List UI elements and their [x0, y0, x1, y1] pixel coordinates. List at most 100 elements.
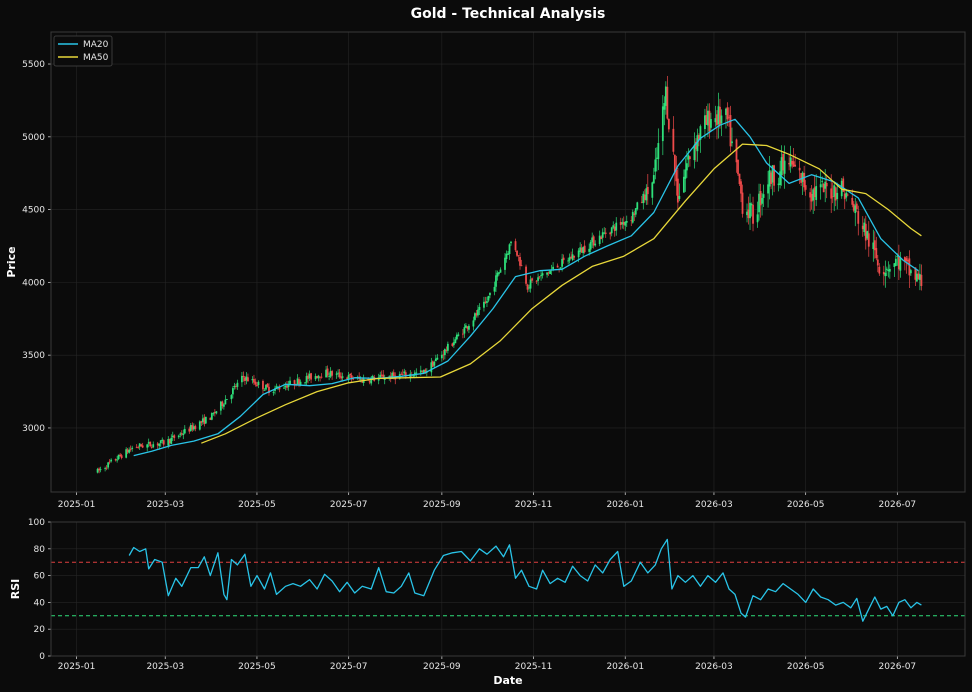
- candle-body: [475, 313, 478, 316]
- candle-body: [654, 159, 657, 172]
- candle-body: [236, 382, 239, 387]
- legend-ma20-label: MA20: [83, 40, 109, 50]
- candle-body: [601, 232, 604, 238]
- candle-body: [221, 401, 224, 406]
- candle-body: [833, 185, 836, 197]
- candle-body: [655, 157, 658, 159]
- candle-body: [253, 378, 255, 383]
- candle-body: [708, 110, 711, 132]
- candle-body: [305, 376, 308, 383]
- candle-body: [278, 387, 281, 390]
- candle-body: [487, 295, 490, 301]
- candle-body: [906, 260, 909, 262]
- candle-body: [801, 172, 804, 182]
- candle-body: [316, 376, 318, 379]
- candle-body: [791, 160, 794, 165]
- candle-body: [120, 455, 123, 459]
- candle-body: [520, 265, 523, 267]
- candle-body: [368, 381, 371, 383]
- candle-body: [161, 439, 164, 441]
- candle-body: [559, 267, 562, 269]
- candle-body: [803, 172, 806, 188]
- price-x-ticks: 2025-01 2025-03 2025-05 2025-07 2025-09 2025-…: [58, 492, 916, 510]
- candle-body: [716, 114, 718, 126]
- price-panel-frame: [51, 32, 965, 492]
- candle-body: [508, 244, 511, 255]
- candle-body: [867, 233, 870, 247]
- candle-body: [830, 188, 833, 199]
- candle-body: [568, 257, 571, 261]
- candle-body: [98, 468, 101, 471]
- candle-body: [525, 266, 527, 284]
- candle-body: [177, 435, 180, 438]
- candle-body: [893, 263, 896, 267]
- candle-body: [483, 301, 485, 308]
- candle-body: [219, 401, 222, 411]
- candle-body: [310, 373, 312, 380]
- candle-body: [275, 386, 278, 388]
- candle-body: [204, 416, 207, 424]
- candle-body: [99, 469, 102, 471]
- candle-body: [854, 205, 857, 214]
- candle-body: [505, 253, 508, 260]
- candle-body: [477, 309, 479, 316]
- candle-body: [337, 372, 340, 374]
- candle-body: [370, 377, 373, 384]
- rsi-y-tick-label: 20: [34, 625, 46, 635]
- candle-body: [905, 258, 908, 262]
- price-y-tick-label: 5500: [22, 60, 45, 70]
- rsi-x-tick-label: 2026-01: [606, 662, 644, 672]
- candle-body: [171, 435, 174, 438]
- candle-body: [678, 195, 681, 199]
- candle-body: [156, 443, 159, 446]
- candle-body: [675, 169, 678, 182]
- candle-body: [421, 370, 424, 372]
- candle-body: [737, 159, 739, 175]
- candle-body: [842, 178, 845, 192]
- candle-body: [591, 237, 594, 243]
- candle-body: [325, 369, 328, 378]
- candle-body: [304, 382, 306, 384]
- candle-body: [717, 106, 720, 125]
- candle-body: [636, 202, 639, 210]
- candle-body: [468, 325, 470, 330]
- candle-body: [445, 349, 448, 351]
- chart-title: Gold - Technical Analysis: [411, 6, 606, 22]
- price-y-ticks: 3000 3500 4000 4500 5000 5500: [22, 60, 51, 434]
- candle-body: [726, 107, 729, 120]
- candle-body: [845, 192, 848, 198]
- candle-body: [244, 377, 246, 382]
- candle-body: [664, 86, 667, 106]
- candle-body: [538, 276, 541, 278]
- candle-body: [203, 417, 206, 424]
- candle-body: [624, 221, 627, 226]
- candle-body: [298, 379, 300, 385]
- candle-body: [580, 247, 583, 253]
- price-x-tick-label: 2025-09: [423, 500, 461, 510]
- candle-body: [266, 383, 269, 388]
- candle-body: [749, 202, 751, 219]
- candle-body: [440, 354, 443, 359]
- candle-body: [287, 384, 290, 388]
- candle-body: [152, 444, 155, 448]
- candle-body: [131, 447, 134, 449]
- candle-body: [412, 375, 415, 377]
- candle-body: [105, 467, 108, 469]
- candle-body: [657, 143, 660, 160]
- candle-body: [158, 443, 161, 447]
- candle-body: [589, 242, 592, 250]
- candle-body: [478, 307, 481, 310]
- candle-body: [562, 257, 565, 261]
- candle-body: [514, 241, 517, 251]
- candle-body: [696, 135, 699, 152]
- candle-body: [810, 193, 813, 202]
- candle-body: [209, 417, 212, 420]
- candle-body: [688, 156, 691, 159]
- candle-body: [914, 267, 917, 280]
- candle-body: [738, 173, 741, 185]
- candle-body: [710, 118, 712, 128]
- candle-body: [731, 141, 733, 144]
- candle-body: [693, 144, 696, 161]
- candle-body: [667, 118, 670, 130]
